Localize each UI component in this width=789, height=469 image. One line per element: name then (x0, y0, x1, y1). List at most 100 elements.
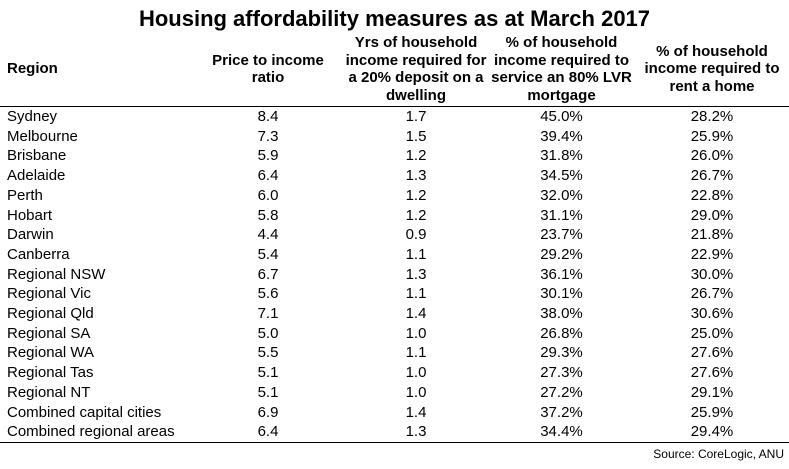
column-header-years-deposit: Yrs of household income required for a 2… (344, 32, 488, 107)
value-cell: 1.0 (405, 383, 427, 401)
value-cell: 30.6% (690, 305, 734, 323)
region-cell: Hobart (7, 206, 53, 224)
value-cell: 25.9% (690, 403, 734, 421)
value-cell: 27.6% (690, 364, 734, 382)
column-header-price-to-income: Price to income ratio (192, 32, 344, 107)
table-row: Combined regional areas 6.4 1.3 34.4% 29.4% (0, 422, 789, 442)
value-cell: 1.3 (405, 423, 427, 441)
value-cell: 5.8 (257, 206, 279, 224)
value-cell: 0.9 (405, 226, 427, 244)
value-cell: 1.3 (405, 265, 427, 283)
table-body: Sydney 8.4 1.7 45.0% 28.2% Melbourne 7.3 1.5 39.… (0, 107, 789, 443)
value-cell: 1.2 (405, 206, 427, 224)
value-cell: 22.9% (690, 245, 734, 263)
region-cell: Regional NSW (7, 265, 106, 283)
value-cell: 5.1 (257, 364, 279, 382)
table-row: Sydney 8.4 1.7 45.0% 28.2% (0, 107, 789, 127)
value-cell: 8.4 (257, 108, 279, 125)
value-cell: 27.6% (690, 344, 734, 362)
value-cell: 1.3 (405, 167, 427, 185)
value-cell: 5.6 (257, 285, 279, 303)
table-row: Combined capital cities 6.9 1.4 37.2% 25.9% (0, 403, 789, 423)
value-cell: 29.2% (540, 245, 583, 263)
value-cell: 34.5% (540, 167, 583, 185)
table-row: Perth 6.0 1.2 32.0% 22.8% (0, 186, 789, 206)
value-cell: 1.2 (405, 147, 427, 165)
value-cell: 36.1% (540, 265, 583, 283)
region-cell: Perth (7, 186, 43, 204)
table-row: Canberra 5.4 1.1 29.2% 22.9% (0, 245, 789, 265)
region-cell: Combined capital cities (7, 403, 162, 421)
region-cell: Darwin (7, 226, 54, 244)
value-cell: 27.2% (540, 383, 583, 401)
table-row: Regional NSW 6.7 1.3 36.1% 30.0% (0, 265, 789, 285)
value-cell: 26.0% (690, 147, 734, 165)
value-cell: 26.8% (540, 324, 583, 342)
region-cell: Regional WA (7, 344, 94, 362)
value-cell: 5.5 (257, 344, 279, 362)
column-header-region: Region (0, 32, 192, 107)
region-cell: Regional Vic (7, 285, 91, 303)
value-cell: 31.8% (540, 147, 583, 165)
region-cell: Regional Tas (7, 364, 94, 382)
column-header-service-mortgage: % of household income required to servic… (488, 32, 635, 107)
value-cell: 45.0% (540, 108, 583, 125)
value-cell: 1.7 (405, 108, 427, 125)
table-row: Darwin 4.4 0.9 23.7% 21.8% (0, 225, 789, 245)
source-note: Source: CoreLogic, ANU (653, 446, 784, 461)
table-row: Adelaide 6.4 1.3 34.5% 26.7% (0, 166, 789, 186)
value-cell: 22.8% (690, 186, 734, 204)
value-cell: 30.0% (690, 265, 734, 283)
table-row: Hobart 5.8 1.2 31.1% 29.0% (0, 206, 789, 226)
value-cell: 26.7% (690, 285, 734, 303)
value-cell: 28.2% (690, 108, 734, 125)
value-cell: 1.0 (405, 324, 427, 342)
value-cell: 1.4 (405, 305, 427, 323)
column-header-rent: % of household income required to rent a… (635, 32, 789, 107)
value-cell: 23.7% (540, 226, 583, 244)
value-cell: 1.4 (405, 403, 427, 421)
value-cell: 25.9% (690, 127, 734, 145)
region-cell: Sydney (7, 108, 58, 125)
region-cell: Regional Qld (7, 305, 94, 323)
value-cell: 6.0 (257, 186, 279, 204)
value-cell: 30.1% (540, 285, 583, 303)
value-cell: 6.7 (257, 265, 279, 283)
region-cell: Canberra (7, 245, 70, 263)
value-cell: 29.4% (690, 423, 734, 441)
value-cell: 5.4 (257, 245, 279, 263)
table-row: Regional Qld 7.1 1.4 38.0% 30.6% (0, 304, 789, 324)
region-cell: Adelaide (7, 167, 66, 185)
region-cell: Regional NT (7, 383, 91, 401)
region-cell: Combined regional areas (7, 423, 175, 441)
header-row: Region Price to income ratio Yrs of hous… (0, 32, 789, 107)
value-cell: 6.4 (257, 423, 279, 441)
value-cell: 39.4% (540, 127, 583, 145)
table-row: Regional SA 5.0 1.0 26.8% 25.0% (0, 324, 789, 344)
value-cell: 5.1 (257, 383, 279, 401)
value-cell: 29.0% (690, 206, 734, 224)
table-row: Regional Tas 5.1 1.0 27.3% 27.6% (0, 363, 789, 383)
value-cell: 29.1% (690, 383, 734, 401)
value-cell: 1.1 (405, 285, 427, 303)
value-cell: 26.7% (690, 167, 734, 185)
value-cell: 38.0% (540, 305, 583, 323)
affordability-table: Region Price to income ratio Yrs of hous… (0, 32, 789, 443)
value-cell: 1.1 (405, 245, 427, 263)
table-row: Regional Vic 5.6 1.1 30.1% 26.7% (0, 284, 789, 304)
figure-title: Housing affordability measures as at Mar… (138, 6, 651, 31)
value-cell: 34.4% (540, 423, 583, 441)
value-cell: 31.1% (540, 206, 583, 224)
table-row: Regional WA 5.5 1.1 29.3% 27.6% (0, 343, 789, 363)
region-cell: Melbourne (7, 127, 78, 145)
value-cell: 1.0 (405, 364, 427, 382)
value-cell: 32.0% (540, 186, 583, 204)
value-cell: 4.4 (257, 226, 279, 244)
value-cell: 5.0 (257, 324, 279, 342)
table-row: Regional NT 5.1 1.0 27.2% 29.1% (0, 383, 789, 403)
table-row: Melbourne 7.3 1.5 39.4% 25.9% (0, 127, 789, 147)
table-header: Region Price to income ratio Yrs of hous… (0, 32, 789, 107)
value-cell: 21.8% (690, 226, 734, 244)
value-cell: 6.9 (257, 403, 279, 421)
